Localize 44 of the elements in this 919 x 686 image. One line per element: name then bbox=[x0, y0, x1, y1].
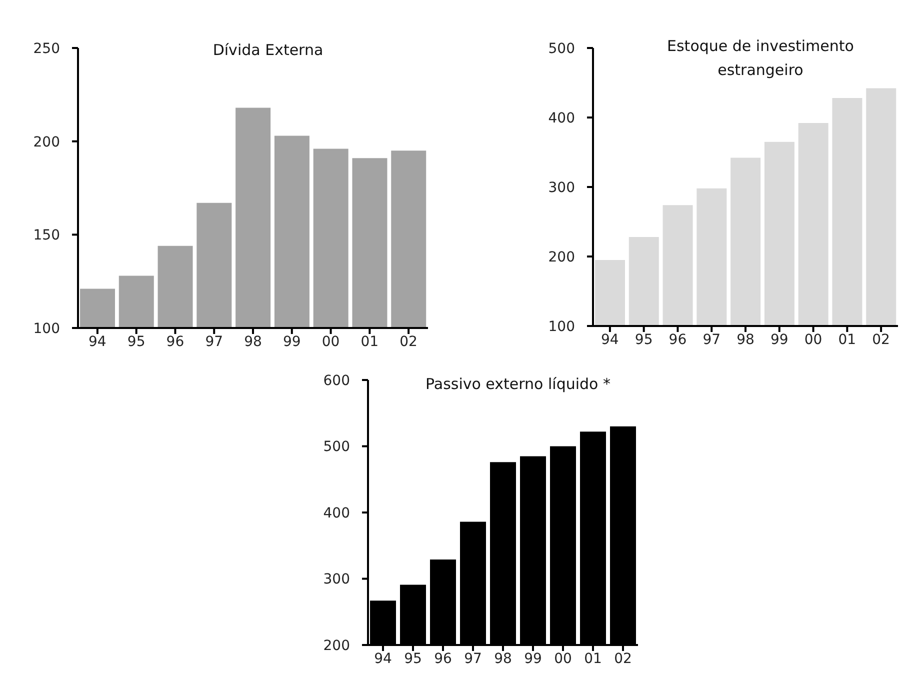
x-tick-label: 95 bbox=[404, 650, 422, 667]
y-tick-label: 500 bbox=[548, 40, 575, 57]
y-tick-label: 400 bbox=[323, 505, 350, 522]
x-tick-label: 98 bbox=[736, 332, 754, 348]
x-tick-label: 99 bbox=[524, 650, 542, 667]
x-tick-label: 96 bbox=[166, 334, 184, 350]
x-tick-label: 94 bbox=[88, 334, 106, 350]
x-tick-label: 97 bbox=[702, 332, 721, 348]
y-tick-label: 300 bbox=[323, 572, 350, 588]
x-tick-label: 98 bbox=[494, 650, 512, 667]
y-tick-label: 200 bbox=[548, 249, 575, 266]
x-tick-label: 01 bbox=[360, 334, 379, 350]
y-tick-label: 500 bbox=[323, 439, 350, 456]
y-tick-label: 400 bbox=[548, 110, 575, 126]
x-tick-label: 94 bbox=[601, 332, 619, 348]
x-tick-label: 01 bbox=[584, 650, 602, 667]
chart-title: Passivo externo líquido * bbox=[424, 374, 612, 395]
y-tick-label: 300 bbox=[548, 180, 575, 196]
x-tick-label: 00 bbox=[322, 334, 340, 350]
x-tick-label: 96 bbox=[434, 650, 452, 667]
y-tick-label: 100 bbox=[33, 320, 60, 337]
x-tick-label: 96 bbox=[668, 332, 687, 348]
x-tick-label: 97 bbox=[205, 334, 224, 350]
x-tick-label: 02 bbox=[614, 650, 632, 667]
y-tick-label: 600 bbox=[323, 372, 350, 389]
x-tick-label: 00 bbox=[554, 650, 572, 667]
chart-title: Dívida Externa bbox=[212, 40, 324, 61]
x-tick-label: 00 bbox=[804, 332, 822, 348]
x-tick-label: 98 bbox=[244, 334, 262, 350]
x-tick-label: 01 bbox=[838, 332, 856, 348]
x-tick-label: 02 bbox=[400, 334, 418, 350]
x-tick-label: 99 bbox=[282, 334, 301, 350]
x-tick-label: 95 bbox=[127, 334, 146, 350]
x-tick-label: 97 bbox=[464, 650, 482, 667]
x-tick-label: 95 bbox=[634, 332, 653, 348]
y-tick-label: 200 bbox=[33, 134, 60, 150]
y-tick-label: 250 bbox=[33, 40, 60, 57]
y-tick-label: 150 bbox=[33, 228, 60, 244]
x-tick-label: 02 bbox=[872, 332, 890, 348]
y-tick-label: 200 bbox=[323, 638, 350, 654]
x-tick-label: 99 bbox=[770, 332, 788, 348]
y-tick-label: 100 bbox=[548, 318, 575, 335]
chart-title: Estoque de investimento estrangeiro bbox=[666, 36, 855, 81]
x-tick-label: 94 bbox=[374, 650, 392, 667]
